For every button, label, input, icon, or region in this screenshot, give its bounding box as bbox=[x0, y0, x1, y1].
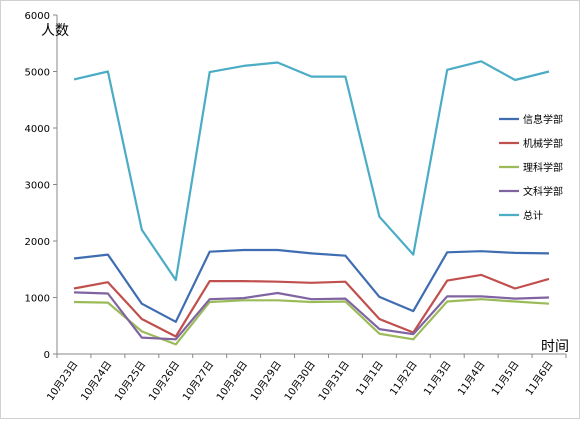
x-tick-label: 10月23日 bbox=[45, 359, 81, 403]
axes bbox=[53, 14, 567, 358]
series-line-2 bbox=[73, 273, 550, 338]
y-tick-label: 4000 bbox=[25, 124, 50, 135]
y-tick-label: 3000 bbox=[25, 181, 50, 192]
x-tick-label: 10月26日 bbox=[146, 359, 182, 403]
x-tick-label: 11月4日 bbox=[455, 359, 487, 398]
x-tick-label: 11月2日 bbox=[388, 359, 420, 398]
x-tick-label: 11月3日 bbox=[421, 359, 453, 398]
x-tick-labels: 10月23日10月24日10月25日10月26日10月27日10月28日10月2… bbox=[45, 359, 556, 403]
x-tick-label: 10月30日 bbox=[282, 359, 318, 403]
y-tick-label: 2000 bbox=[25, 237, 50, 248]
x-tick-label: 10月28日 bbox=[214, 359, 250, 403]
y-tick-label: 6000 bbox=[25, 11, 50, 22]
x-tick-label: 10月24日 bbox=[78, 359, 114, 403]
legend-label: 机械学部 bbox=[523, 137, 563, 150]
series-line-5 bbox=[73, 60, 550, 282]
x-tick-label: 10月29日 bbox=[248, 359, 284, 403]
x-tick-label: 10月27日 bbox=[180, 359, 216, 403]
y-tick-label: 1000 bbox=[25, 294, 50, 305]
x-tick-label: 11月1日 bbox=[354, 359, 386, 398]
legend-label: 总计 bbox=[523, 209, 543, 222]
x-tick-label: 10月31日 bbox=[316, 359, 352, 403]
legend-label: 信息学部 bbox=[523, 113, 563, 126]
y-tick-label: 0 bbox=[44, 350, 50, 361]
series-line-3 bbox=[73, 298, 550, 346]
x-axis-label: 时间 bbox=[541, 339, 569, 355]
legend-label: 理科学部 bbox=[523, 161, 563, 174]
x-tick-label: 11月6日 bbox=[523, 359, 555, 398]
legend-label: 文科学部 bbox=[523, 185, 563, 198]
x-tick-label: 10月25日 bbox=[112, 359, 148, 403]
y-tick-labels: 0 1000 2000 3000 4000 5000 6000 bbox=[25, 11, 50, 361]
x-tick-label: 11月5日 bbox=[489, 359, 521, 398]
y-axis-label: 人数 bbox=[41, 23, 69, 39]
y-tick-label: 5000 bbox=[25, 68, 50, 79]
series-line-4 bbox=[73, 291, 550, 341]
series-line-1 bbox=[73, 248, 550, 323]
series-lines bbox=[73, 60, 550, 346]
